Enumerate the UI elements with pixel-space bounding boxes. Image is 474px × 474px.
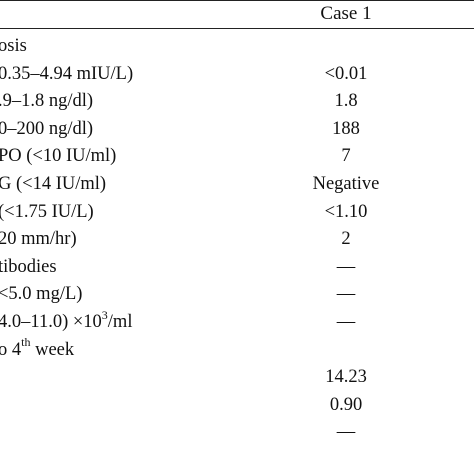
parameter-text: 0.35–4.94 mIU/L) xyxy=(0,63,134,84)
table-top-rule xyxy=(0,0,474,1)
parameter-text: (<1.75 IU/L) xyxy=(0,201,94,222)
table-row: G (<14 IU/ml) Negative xyxy=(0,171,474,199)
parameter-cell: <5.0 mg/L) xyxy=(0,281,82,309)
parameter-cell: osis xyxy=(0,33,27,61)
table-row: 20 mm/hr) 2 xyxy=(0,226,474,254)
case-1-value-cell: 7 xyxy=(341,146,351,167)
parameter-text: 0–200 ng/dl) xyxy=(0,118,94,139)
parameter-cell: 20 mm/hr) xyxy=(0,226,77,254)
table-row: 0–200 ng/dl) 188 xyxy=(0,116,474,144)
case-1-value-cell: Negative xyxy=(312,173,380,194)
table-row: — xyxy=(0,419,474,447)
case-1-value-cell: — xyxy=(336,284,356,305)
table-row: (<1.75 IU/L) <1.10 xyxy=(0,199,474,227)
parameter-text: <5.0 mg/L) xyxy=(0,284,83,305)
parameter-superscript: 3 xyxy=(101,307,108,322)
parameter-text: G (<14 IU/ml) xyxy=(0,173,107,194)
case-1-value-cell: 2 xyxy=(341,229,351,250)
case-1-value-cell: 0.90 xyxy=(329,394,363,415)
parameter-text: o 4 xyxy=(0,339,22,360)
parameter-cell: 0–200 ng/dl) xyxy=(0,116,93,144)
table-row: .9–1.8 ng/dl) 1.8 xyxy=(0,88,474,116)
parameter-cell: PO (<10 IU/ml) xyxy=(0,143,116,171)
table-row: 0.35–4.94 mIU/L) <0.01 xyxy=(0,61,474,89)
parameter-cell: G (<14 IU/ml) xyxy=(0,171,106,199)
case-1-value-cell: 14.23 xyxy=(325,367,367,388)
parameter-cell: 4.0–11.0) ×103/ml xyxy=(0,309,132,337)
parameter-cell: (<1.75 IU/L) xyxy=(0,199,94,227)
parameter-superscript: th xyxy=(21,335,31,350)
table-row: tibodies — xyxy=(0,254,474,282)
case-1-value-cell: 1.8 xyxy=(334,91,358,112)
case-1-value-cell: 188 xyxy=(332,118,360,139)
table-row: 4.0–11.0) ×103/ml — xyxy=(0,309,474,337)
case-1-value-cell: <0.01 xyxy=(324,63,368,84)
case-1-value-cell: — xyxy=(336,311,356,332)
table-row: PO (<10 IU/ml) 7 xyxy=(0,143,474,171)
parameter-text: 20 mm/hr) xyxy=(0,229,77,250)
table-row: osis xyxy=(0,33,474,61)
case-1-value-cell: <1.10 xyxy=(324,201,368,222)
parameter-cell: .9–1.8 ng/dl) xyxy=(0,88,93,116)
parameter-cell: tibodies xyxy=(0,254,57,282)
table-row: o 4th week xyxy=(0,335,474,365)
parameter-text: tibodies xyxy=(0,256,57,277)
case-1-value-cell: — xyxy=(336,422,356,443)
parameter-cell: 0.35–4.94 mIU/L) xyxy=(0,61,133,89)
table-row: <5.0 mg/L) — xyxy=(0,281,474,309)
case-1-value-cell: — xyxy=(336,256,356,277)
parameter-text: osis xyxy=(0,36,27,56)
parameter-cell: o 4th week xyxy=(0,335,75,365)
table-body: osis 0.35–4.94 mIU/L) <0.01 .9–1.8 ng/dl) 1.… xyxy=(0,33,474,447)
table-row: 0.90 xyxy=(0,392,474,420)
parameter-text: .9–1.8 ng/dl) xyxy=(0,91,94,112)
table-row: 14.23 xyxy=(0,364,474,392)
column-header-case-1: Case 1 xyxy=(320,3,372,24)
parameter-text: 4.0–11.0) ×10 xyxy=(0,311,102,332)
parameter-text: PO (<10 IU/ml) xyxy=(0,146,117,167)
parameter-suffix: /ml xyxy=(107,311,133,332)
header-bottom-rule xyxy=(0,28,474,29)
parameter-suffix: week xyxy=(30,339,75,360)
